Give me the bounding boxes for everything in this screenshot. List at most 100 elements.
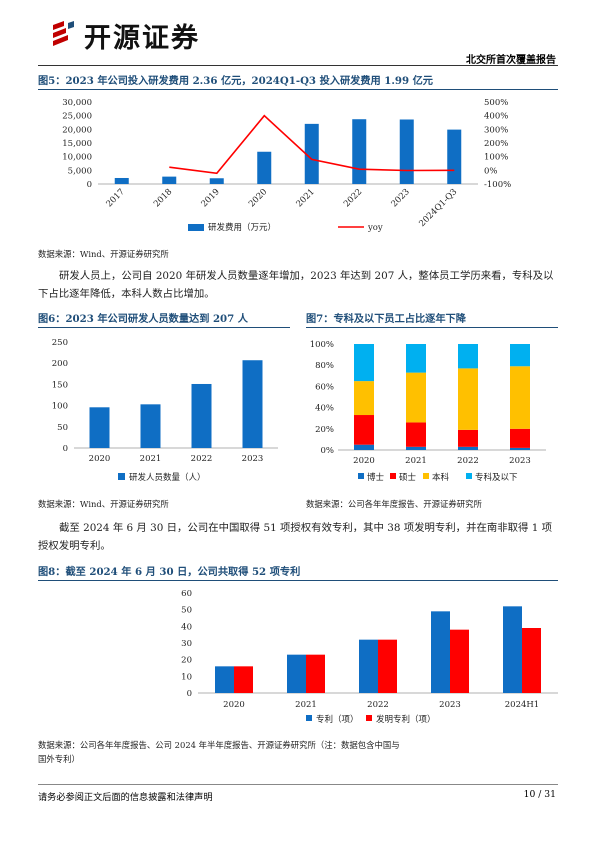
y-tick: 0 [187, 689, 192, 699]
bar-patents [503, 606, 522, 693]
y-tick: 60 [181, 589, 192, 599]
y-right-tick: 200% [484, 139, 508, 149]
y-tick: 100% [310, 340, 334, 350]
y-left-tick: 30,000 [62, 98, 92, 108]
y-right-tick: 400% [484, 112, 508, 122]
bar-patents [431, 611, 450, 693]
paragraph-rd-staff: 研发人员上，公司自 2020 年研发人员数量逐年增加，2023 年达到 207 … [38, 270, 554, 300]
bar-invention-patents [234, 666, 253, 693]
legend-label-master: 硕士 [399, 472, 417, 483]
x-tick: 2020 [223, 700, 245, 710]
x-tick: 2019 [199, 187, 221, 209]
y-left-tick: 0 [87, 180, 92, 190]
line-yoy [169, 114, 455, 175]
x-tick: 2022 [367, 700, 389, 710]
y-tick: 250 [52, 338, 68, 348]
bar-segment-master [458, 429, 478, 447]
fig6-title: 图6：2023 年公司研发人员数量达到 207 人 [38, 313, 248, 325]
y-right-tick: 300% [484, 125, 508, 135]
y-right-tick: -100% [484, 180, 511, 190]
fig7-title-rule [306, 327, 558, 328]
y-left-tick: 20,000 [62, 125, 92, 135]
bar-rd-expense [304, 123, 319, 184]
bar-invention-patents [306, 654, 325, 693]
bar-rd-expense [399, 119, 414, 184]
bar-rd-expense [447, 129, 462, 184]
x-tick: 2018 [152, 187, 174, 209]
legend-label-invention-patents: 发明专利（项） [376, 714, 436, 725]
logo-icon [53, 21, 74, 46]
x-tick: 2020 [353, 456, 375, 466]
fig5-title-rule [38, 89, 558, 90]
legend-label-rd-staff: 研发人员数量（人） [129, 472, 206, 483]
legend-swatch-college [466, 473, 472, 479]
bar-rd-staff [89, 407, 110, 448]
y-right-tick: 100% [484, 153, 508, 163]
x-tick: 2022 [457, 456, 479, 466]
bar-rd-expense [162, 176, 177, 184]
bar-segment-college [510, 344, 530, 367]
y-left-tick: 10,000 [62, 153, 92, 163]
fig5-source: 数据来源：Wind、开源证券研究所 [38, 249, 169, 259]
x-tick: 2021 [405, 456, 427, 466]
legend-swatch-rd-staff [118, 473, 125, 480]
legend-swatch-bachelor [423, 473, 429, 479]
x-tick: 2021 [294, 187, 316, 209]
legend-label-phd: 博士 [367, 472, 385, 483]
bar-rd-staff [140, 404, 161, 448]
legend-label-college: 专科及以下 [475, 472, 518, 483]
y-tick: 60% [315, 382, 334, 392]
bar-patents [359, 639, 378, 693]
legend-swatch-invention-patents [366, 715, 372, 721]
y-tick: 200 [52, 359, 68, 369]
x-tick: 2023 [439, 700, 461, 710]
fig7-title: 图7：专科及以下员工占比逐年下降 [306, 313, 466, 325]
y-tick: 150 [52, 380, 68, 390]
y-tick: 30 [181, 639, 192, 649]
x-tick: 2017 [104, 187, 126, 209]
y-tick: 20 [181, 656, 192, 666]
report-type: 北交所首次覆盖报告 [466, 55, 556, 66]
y-tick: 80% [315, 361, 334, 371]
bar-segment-bachelor [510, 366, 530, 429]
legend-swatch-master [390, 473, 396, 479]
bar-rd-expense [209, 178, 224, 184]
legend-swatch-patents [306, 715, 312, 721]
y-left-tick: 15,000 [62, 139, 92, 149]
bar-segment-master [406, 422, 426, 447]
y-left-tick: 25,000 [62, 112, 92, 122]
bar-segment-bachelor [354, 381, 374, 416]
fig7-chart: 0% 20% 40% 60% 80% 100% 2020 2021 2022 2023 博士 硕士 本科… [310, 340, 546, 483]
fig6-title-rule [38, 327, 290, 328]
page-number: 10 / 31 [523, 789, 556, 800]
x-tick: 2022 [342, 187, 364, 209]
x-tick: 2024H1 [505, 700, 539, 710]
y-left-tick: 5,000 [68, 166, 92, 176]
legend-swatch-rd-expense [188, 224, 204, 231]
fig5-chart: 0 5,000 10,000 15,000 20,000 25,000 30,000 -100… [62, 98, 511, 233]
bar-rd-expense [114, 177, 129, 184]
bar-invention-patents [522, 628, 541, 693]
x-tick: 2022 [191, 454, 213, 464]
x-tick: 2023 [389, 187, 411, 209]
fig7-source: 数据来源：公司各年年度报告、开源证券研究所 [306, 499, 482, 509]
x-tick: 2021 [140, 454, 162, 464]
y-right-tick: 500% [484, 98, 508, 108]
bar-rd-expense [257, 151, 272, 184]
y-tick: 0 [63, 444, 68, 454]
legend-label-patents: 专利（项） [316, 714, 359, 725]
bar-invention-patents [378, 639, 397, 693]
footer-divider [38, 784, 558, 785]
bar-segment-bachelor [458, 368, 478, 430]
fig6-source: 数据来源：Wind、开源证券研究所 [38, 499, 169, 509]
legend-label-yoy: yoy [367, 223, 383, 233]
legend-label-bachelor: 本科 [432, 472, 450, 483]
fig8-title: 图8：截至 2024 年 6 月 30 日，公司共取得 52 项专利 [38, 566, 301, 578]
x-tick: 2024Q1-Q3 [417, 187, 459, 229]
paragraph-patents: 截至 2024 年 6 月 30 日，公司在中国取得 51 项授权有效专利，其中… [38, 522, 553, 552]
fig8-source-line2: 国外专利） [38, 754, 80, 764]
bar-patents [215, 666, 234, 693]
bar-rd-expense [352, 119, 367, 184]
y-tick: 50 [57, 423, 68, 433]
fig6-chart: 0 50 100 150 200 250 2020 2021 2022 2023 研发人员数量（人） [52, 338, 278, 483]
